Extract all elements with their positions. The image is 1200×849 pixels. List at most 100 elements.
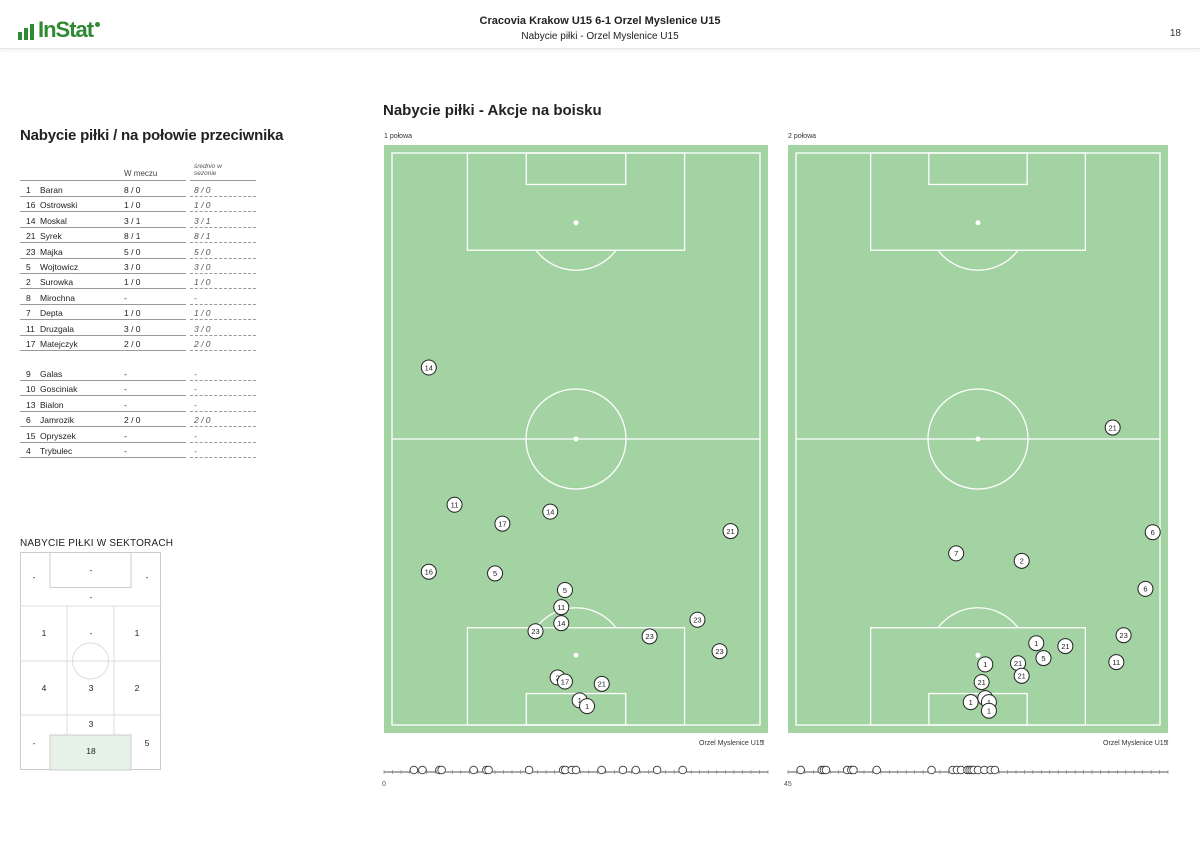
timeline-event-marker	[927, 765, 936, 775]
player-row: 2 Surowka 1 / 0 1 / 0	[20, 274, 256, 290]
player-row: 5 Wojtowicz 3 / 0 3 / 0	[20, 259, 256, 274]
marker-player-number: 21	[1018, 672, 1026, 681]
player-number: 7	[26, 308, 31, 319]
center-spot	[975, 436, 981, 442]
player-name: Majka	[40, 246, 63, 257]
player-number: 1	[26, 185, 31, 195]
player-season-value: 1 / 0	[194, 308, 211, 319]
marker-circle	[1108, 654, 1125, 671]
player-number: 4	[26, 446, 31, 456]
marker-player-number: 23	[693, 616, 701, 625]
player-row: 13 Bialon - -	[20, 397, 256, 412]
player-number: 14	[26, 215, 36, 226]
recovery-marker: 21	[593, 675, 610, 692]
timeline-event-marker	[631, 765, 640, 775]
marker-circle	[962, 694, 979, 711]
player-match-value: 8 / 1	[124, 231, 141, 242]
player-season-value: 8 / 1	[194, 231, 211, 242]
penalty-spot	[573, 652, 579, 658]
timeline2-start: 45	[784, 781, 792, 788]
recovery-marker: 11	[446, 496, 463, 513]
player-season-value: -	[194, 446, 197, 456]
player-name: Trybulec	[40, 446, 73, 456]
sector-bottom-center-upper: 3	[88, 719, 94, 729]
instat-logo: InStat	[18, 17, 101, 42]
sector-top-box: -	[89, 565, 93, 575]
recovery-marker: 23	[711, 643, 728, 660]
marker-player-number: 1	[585, 702, 589, 711]
player-name: Ostrowski	[40, 200, 78, 211]
marker-player-number: 2	[1020, 557, 1024, 566]
timeline1-start: 0	[382, 781, 386, 788]
recovery-marker: 14	[420, 359, 437, 376]
recovery-marker: 5	[556, 582, 573, 599]
pitch-half2: 2167262312151112121211111	[788, 145, 1168, 733]
sector-top-center-below: -	[89, 592, 93, 602]
player-season-value: -	[194, 384, 197, 395]
recovery-marker: 11	[553, 599, 570, 616]
player-name: Surowka	[40, 277, 74, 288]
marker-circle	[556, 582, 573, 599]
marker-player-number: 17	[561, 677, 569, 686]
recovery-marker: 23	[641, 628, 658, 645]
marker-player-number: 1	[578, 696, 582, 705]
marker-circle	[446, 496, 463, 513]
pitch2-team-label: Orzel Myslenice U15	[1103, 740, 1168, 747]
recovery-marker: 16	[420, 563, 437, 580]
player-season-value: 2 / 0	[194, 339, 211, 349]
recovery-marker: 14	[553, 615, 570, 632]
marker-player-number: 23	[531, 627, 539, 636]
marker-player-number: 21	[598, 680, 606, 689]
sector-top-left: -	[32, 572, 36, 582]
player-number: 2	[26, 277, 31, 288]
player-season-value: 1 / 0	[194, 277, 211, 288]
marker-circle	[553, 599, 570, 616]
player-row: 4 Trybulec - -	[20, 443, 256, 458]
marker-player-number: 5	[563, 586, 567, 595]
timeline-event-marker	[618, 765, 628, 775]
marker-player-number: 5	[1041, 654, 1045, 663]
marker-circle	[553, 615, 570, 632]
marker-player-number: 21	[977, 678, 985, 687]
recovery-marker: 1	[980, 702, 997, 719]
sector-mid-upper-right: 1	[134, 628, 140, 638]
logo-bars-icon	[18, 20, 34, 40]
recovery-marker: 21	[1057, 638, 1074, 655]
player-row: 16 Ostrowski 1 / 0 1 / 0	[20, 197, 256, 213]
timeline-event-marker	[571, 765, 581, 775]
logo-text: InStat	[38, 17, 94, 42]
marker-circle	[1057, 638, 1074, 655]
marker-circle	[527, 623, 544, 640]
player-match-value: 8 / 0	[124, 185, 141, 195]
sector-mid-lower-left: 4	[41, 683, 47, 693]
recovery-marker: 7	[948, 545, 965, 562]
player-row: 8 Mirochna - -	[20, 290, 256, 305]
player-number: 15	[26, 430, 36, 441]
col-header-season: średnio w sezonie	[194, 163, 222, 177]
marker-circle	[420, 563, 437, 580]
marker-player-number: 14	[425, 363, 433, 372]
player-season-value: 2 / 0	[194, 415, 211, 426]
marker-player-number: 1	[969, 698, 973, 707]
marker-circle	[689, 611, 706, 628]
recovery-marker: 17	[494, 515, 511, 532]
player-row: 7 Depta 1 / 0 1 / 0	[20, 305, 256, 321]
player-number: 21	[26, 231, 36, 242]
recovery-marker: 23	[689, 611, 706, 628]
player-match-value: 2 / 0	[124, 415, 141, 426]
timeline-half2	[787, 765, 1169, 775]
sectors-title: NABYCIE PIŁKI W SEKTORACH	[20, 538, 174, 549]
report-subtitle: Nabycie piłki - Orzel Myslenice U15	[521, 31, 679, 42]
half1-label: 1 połowa	[384, 133, 413, 140]
player-season-value: -	[194, 430, 197, 441]
timeline-event-marker	[484, 765, 493, 775]
marker-circle	[1115, 627, 1132, 644]
timeline-event-marker	[796, 765, 805, 775]
recovery-marker: 14	[542, 503, 559, 520]
recovery-marker: 6	[1144, 524, 1161, 541]
recovery-marker: 1	[962, 694, 979, 711]
sector-mid-upper-center: -	[89, 628, 93, 638]
marker-player-number: 1	[1034, 639, 1038, 648]
recovery-marker: 5	[487, 565, 504, 582]
